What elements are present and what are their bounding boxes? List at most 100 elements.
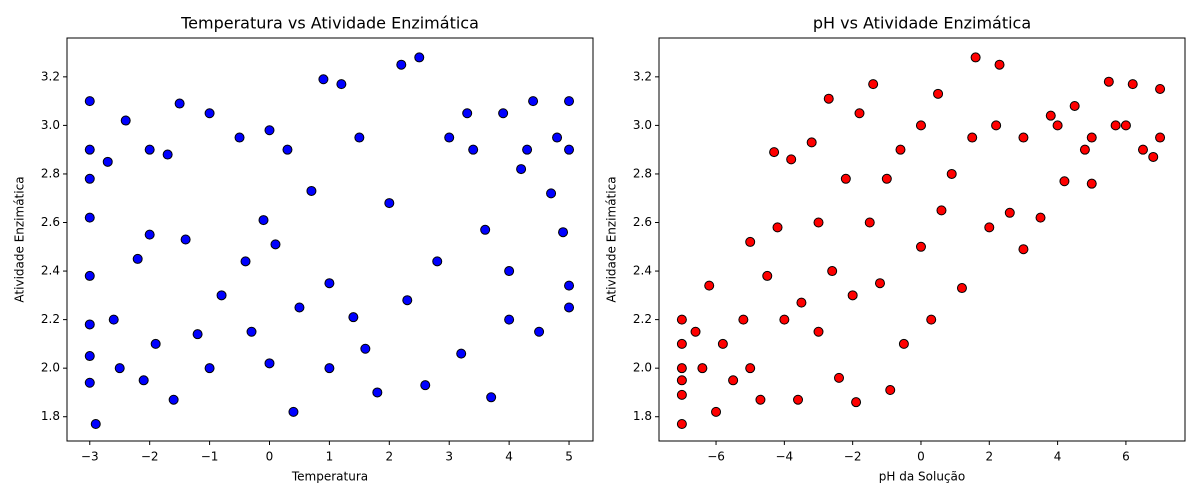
point xyxy=(516,164,527,175)
point xyxy=(1018,132,1029,143)
point xyxy=(676,389,687,400)
point xyxy=(174,98,185,109)
point xyxy=(216,290,227,301)
point xyxy=(264,125,275,136)
point xyxy=(676,375,687,386)
x-tick-label: −3 xyxy=(81,450,99,464)
point xyxy=(1018,244,1029,255)
y-tick-label: 2.6 xyxy=(41,215,60,229)
point xyxy=(1069,100,1080,111)
y-axis-label: Atividade Enzimática xyxy=(13,176,27,302)
point xyxy=(564,280,575,291)
point xyxy=(984,222,995,233)
y-tick-label: 2.4 xyxy=(41,264,60,278)
point xyxy=(676,419,687,430)
point xyxy=(348,312,359,323)
point xyxy=(204,108,215,119)
point xyxy=(144,144,155,155)
point xyxy=(786,154,797,165)
point xyxy=(240,256,251,267)
x-tick-label: 6 xyxy=(1122,450,1130,464)
point xyxy=(414,52,425,63)
point xyxy=(84,270,95,281)
x-tick-label: 2 xyxy=(385,450,393,464)
y-tick-label: 2.2 xyxy=(633,312,652,326)
y-tick-label: 2.2 xyxy=(41,312,60,326)
point xyxy=(486,392,497,403)
point xyxy=(806,137,817,148)
point xyxy=(258,215,269,226)
point xyxy=(432,256,443,267)
point xyxy=(102,156,113,167)
x-tick-label: 0 xyxy=(917,450,925,464)
point xyxy=(546,188,557,199)
point xyxy=(956,283,967,294)
point xyxy=(522,144,533,155)
point xyxy=(847,290,858,301)
point xyxy=(1120,120,1131,131)
point xyxy=(84,319,95,330)
x-tick-label: −6 xyxy=(707,450,725,464)
point xyxy=(504,314,515,325)
point xyxy=(936,205,947,216)
chart-title: pH vs Atividade Enzimática xyxy=(813,14,1031,33)
point xyxy=(180,234,191,245)
point xyxy=(834,372,845,383)
point xyxy=(270,239,281,250)
point xyxy=(84,377,95,388)
y-axis-label: Atividade Enzimática xyxy=(605,176,619,302)
point xyxy=(755,394,766,405)
chart-title: Temperatura vs Atividade Enzimática xyxy=(180,14,479,33)
y-tick-label: 3.0 xyxy=(41,118,60,132)
point xyxy=(1035,212,1046,223)
x-tick-label: −1 xyxy=(201,450,219,464)
point xyxy=(854,108,865,119)
x-axis-label: pH da Solução xyxy=(879,470,965,484)
y-tick-label: 3.2 xyxy=(633,69,652,83)
point xyxy=(769,147,780,158)
point xyxy=(1127,79,1138,90)
point xyxy=(895,144,906,155)
point xyxy=(528,96,539,107)
point xyxy=(84,173,95,184)
y-tick-label: 2.8 xyxy=(41,166,60,180)
point xyxy=(991,120,1002,131)
point xyxy=(480,224,491,235)
point xyxy=(498,108,509,119)
point xyxy=(360,343,371,354)
y-tick-label: 2.0 xyxy=(633,361,652,375)
y-tick-label: 2.6 xyxy=(633,215,652,229)
x-axis-label: Temperatura xyxy=(291,470,368,484)
point xyxy=(840,173,851,184)
point xyxy=(704,280,715,291)
point xyxy=(1155,83,1166,94)
x-tick-label: 4 xyxy=(505,450,513,464)
point xyxy=(558,227,569,238)
point xyxy=(294,302,305,313)
point xyxy=(372,387,383,398)
y-tick-label: 1.8 xyxy=(41,409,60,423)
point xyxy=(967,132,978,143)
point xyxy=(745,236,756,247)
point xyxy=(1155,132,1166,143)
point xyxy=(676,363,687,374)
point xyxy=(1004,207,1015,218)
point xyxy=(881,173,892,184)
point xyxy=(874,278,885,289)
point xyxy=(813,217,824,228)
point xyxy=(246,326,257,337)
x-tick-label: 4 xyxy=(1054,450,1062,464)
point xyxy=(444,132,455,143)
point xyxy=(324,278,335,289)
point xyxy=(868,79,879,90)
y-tick-label: 1.8 xyxy=(633,409,652,423)
point xyxy=(690,326,701,337)
point xyxy=(970,52,981,63)
point xyxy=(336,79,347,90)
point xyxy=(564,144,575,155)
point xyxy=(468,144,479,155)
point xyxy=(234,132,245,143)
x-tick-label: 3 xyxy=(445,450,453,464)
point xyxy=(282,144,293,155)
